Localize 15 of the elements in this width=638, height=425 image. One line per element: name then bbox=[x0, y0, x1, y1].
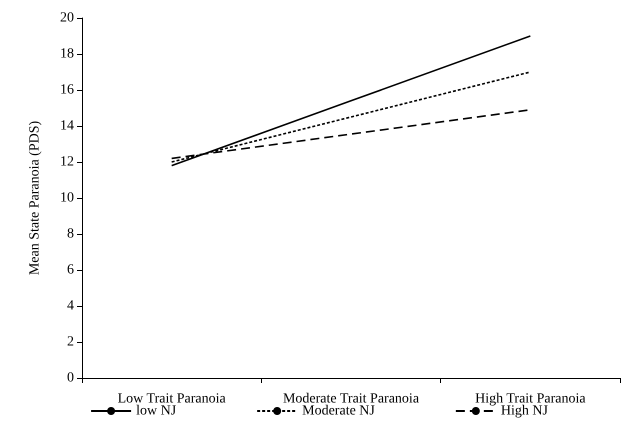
y-tick-label: 6 bbox=[67, 262, 74, 278]
y-tick-label: 0 bbox=[67, 370, 74, 386]
legend-label: Moderate NJ bbox=[302, 404, 376, 418]
y-tick-label: 10 bbox=[60, 190, 74, 206]
y-tick-label: 2 bbox=[67, 334, 74, 350]
y-tick-label: 20 bbox=[60, 10, 74, 26]
y-tick-label: 14 bbox=[60, 118, 74, 134]
legend-label: High NJ bbox=[500, 404, 548, 418]
y-tick-label: 8 bbox=[67, 226, 74, 242]
y-tick-label: 16 bbox=[60, 82, 74, 98]
y-tick-label: 18 bbox=[60, 46, 74, 62]
y-axis-title: Mean State Paranoia (PDS) bbox=[28, 120, 42, 276]
y-tick-label: 12 bbox=[60, 154, 74, 170]
legend-label: low NJ bbox=[136, 404, 177, 418]
y-tick-label: 4 bbox=[67, 298, 74, 314]
